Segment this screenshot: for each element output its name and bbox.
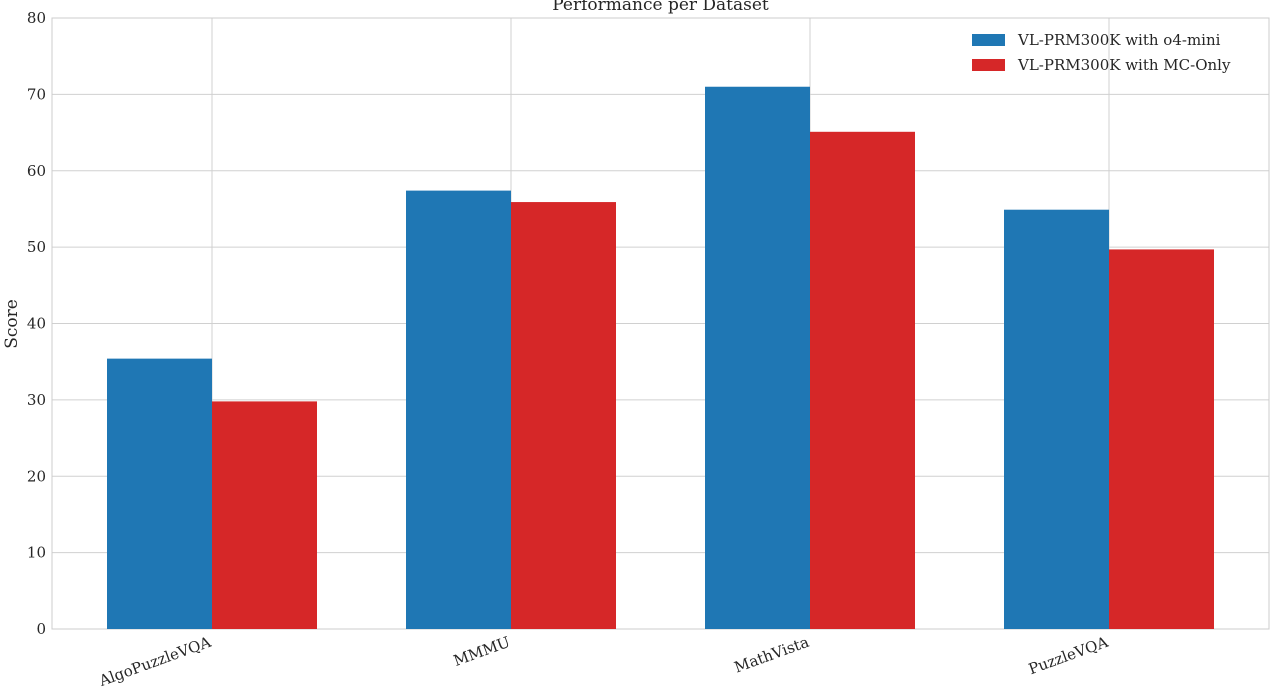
y-tick-label: 80 [27,9,46,27]
legend-label: VL-PRM300K with MC-Only [1017,56,1231,74]
legend: VL-PRM300K with o4-mini VL-PRM300K with M… [972,31,1231,74]
bar-mc-only-algopuzzlevqa [212,401,317,629]
y-tick-label: 60 [27,162,46,180]
y-tick-label: 10 [27,544,46,562]
y-axis-title: Score [2,299,22,349]
bar-mc-only-mmmu [511,202,616,629]
bar-o4-mini-puzzlevqa [1004,209,1109,630]
y-tick-label: 30 [27,391,46,409]
x-tick-labels: AlgoPuzzleVQA MMMU MathVista PuzzleVQA [96,633,1111,690]
bar-o4-mini-algopuzzlevqa [107,358,212,629]
y-tick-label: 70 [27,85,46,103]
y-tick-label: 0 [36,620,46,638]
legend-swatch [972,34,1005,46]
y-tick-label: 50 [27,238,46,256]
bar-o4-mini-mathvista [705,86,810,630]
chart-title: Performance per Dataset [552,0,769,15]
bars [107,86,1214,630]
x-tick-label: PuzzleVQA [1026,633,1110,678]
y-tick-label: 20 [27,467,46,485]
x-tick-label: MMMU [451,633,512,670]
plot-frame [51,17,1270,630]
legend-swatch [972,59,1005,71]
bar-o4-mini-mmmu [406,190,511,630]
bar-mc-only-puzzlevqa [1109,249,1214,629]
legend-label: VL-PRM300K with o4-mini [1017,31,1221,49]
x-tick-label: AlgoPuzzleVQA [96,633,214,690]
bar-mc-only-mathvista [810,131,915,629]
y-tick-labels: 0 10 20 30 40 50 60 70 80 [27,9,46,638]
y-tick-label: 40 [27,315,46,333]
x-tick-label: MathVista [732,633,812,677]
